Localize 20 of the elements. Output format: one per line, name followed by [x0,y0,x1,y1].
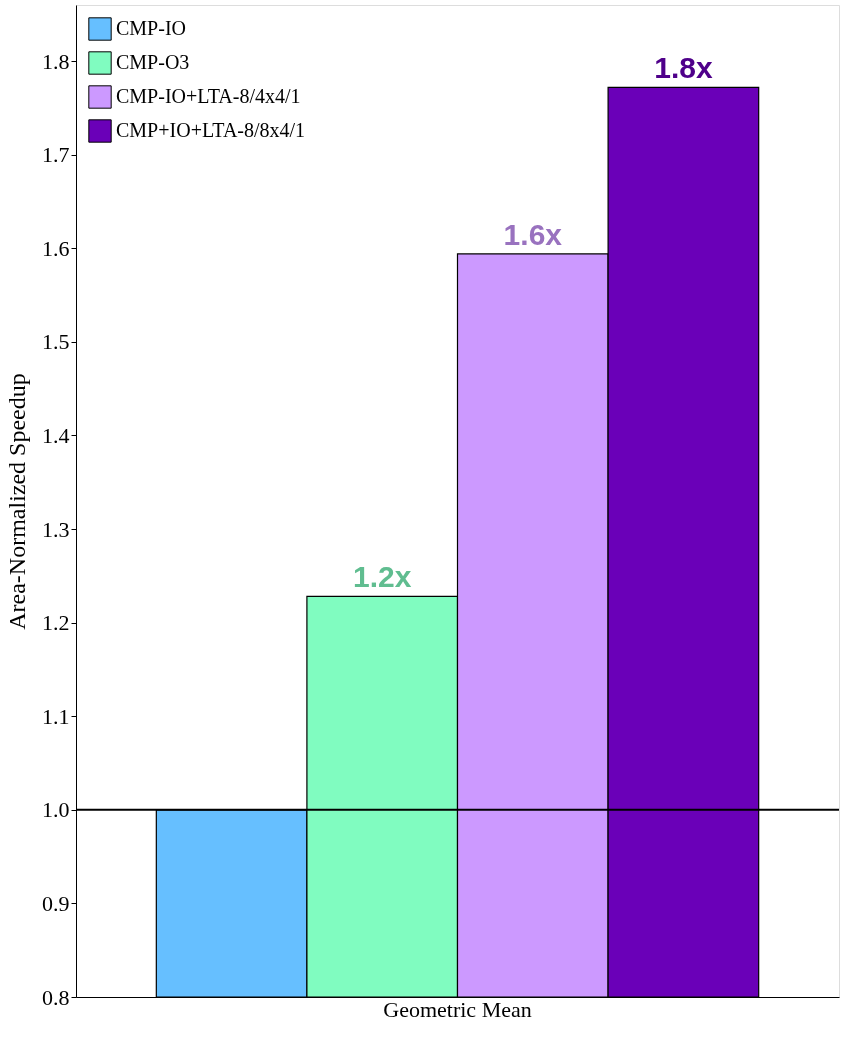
data-label: 1.6x [503,217,563,251]
y-tick-label: 0.9 [42,890,70,916]
legend-label: CMP-IO+LTA-8/4x4/1 [116,85,301,107]
y-tick-label: 1.1 [42,703,70,729]
y-tick-label: 1.0 [42,797,70,823]
legend-label: CMP-IO [116,17,187,39]
y-tick-label: 1.5 [42,329,70,355]
data-label: 1.8x [654,51,713,85]
y-tick-label: 1.7 [42,142,70,168]
y-tick-label: 1.6 [42,235,70,261]
data-label: 1.2x [353,560,412,594]
y-tick-label: 1.4 [42,422,70,448]
y-tick-label: 1.2 [42,610,70,636]
legend-label: CMP+IO+LTA-8/8x4/1 [116,119,306,141]
y-axis-title: Area-Normalized Speedup [4,373,30,630]
y-tick-label: 0.8 [42,984,70,1010]
y-tick-label: 1.3 [42,516,70,542]
legend-label: CMP-O3 [116,51,190,73]
y-tick-label: 1.8 [42,48,70,74]
x-tick-label: Geometric Mean [383,996,532,1022]
